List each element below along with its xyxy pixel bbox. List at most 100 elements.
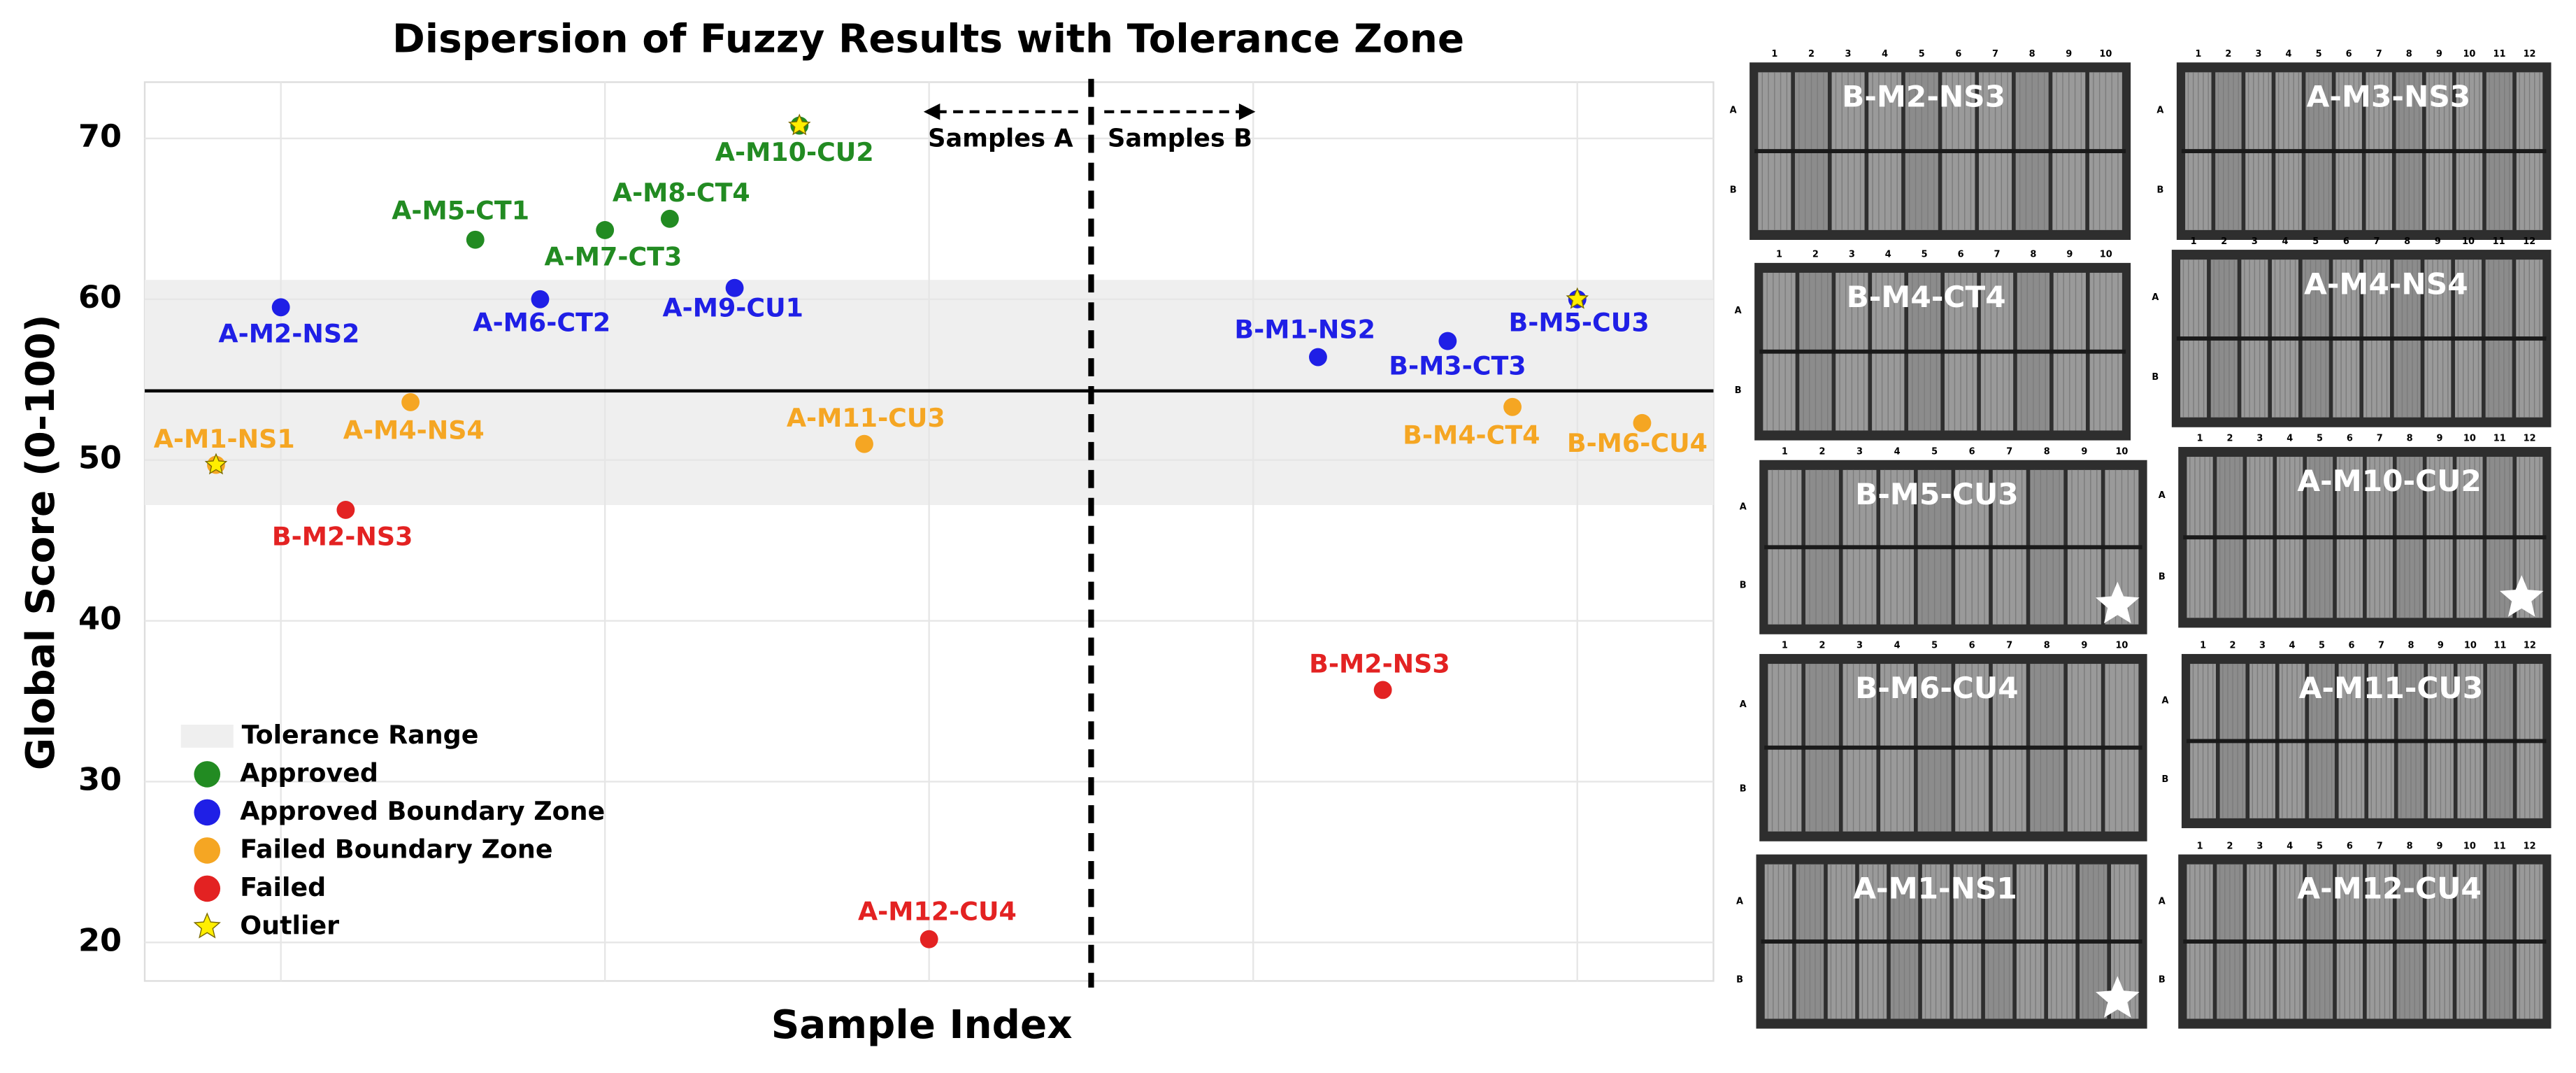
outlier-marker [788, 113, 811, 136]
column-label: 4 [2287, 841, 2293, 851]
panel-label: A-M4-NS4 [2304, 267, 2468, 301]
column-label: 8 [2029, 49, 2035, 59]
column-label: 8 [2044, 641, 2050, 651]
point-label: B-M6-CU4 [1567, 428, 1708, 458]
point-label: A-M7-CT3 [545, 241, 682, 271]
column-label: 3 [1856, 447, 1863, 457]
row-label: B [1736, 974, 1743, 985]
column-label: 1 [1782, 641, 1788, 651]
arrow-a-head [923, 103, 940, 120]
row-label: B [1740, 783, 1747, 794]
column-label: 12 [2524, 841, 2536, 851]
legend-swatch [193, 912, 221, 939]
column-label: 2 [2226, 434, 2233, 444]
column-label: 10 [2463, 434, 2476, 444]
point-label: A-M1-NS1 [154, 424, 295, 454]
data-point [660, 209, 679, 228]
panel-label: A-M3-NS3 [2307, 79, 2470, 113]
column-label: 9 [2066, 49, 2072, 59]
outlier-star [2096, 581, 2140, 624]
el-panel: 1 2 3 4 5 6 7 8 9 10 A B B-M6-CU4 [1740, 641, 2147, 841]
data-point [401, 392, 420, 411]
point-label: A-M11-CU3 [787, 403, 945, 433]
y-tick-label: 40 [78, 601, 122, 637]
point-label: A-M2-NS2 [218, 319, 359, 349]
column-label: 7 [2006, 447, 2012, 457]
point-label: A-M8-CT4 [613, 178, 750, 208]
column-label: 6 [2343, 236, 2349, 247]
column-label: 4 [2282, 236, 2289, 247]
legend-swatch [194, 761, 221, 788]
data-point [271, 298, 290, 317]
data-point [1309, 348, 1327, 367]
legend-label: Tolerance Range [242, 720, 479, 750]
column-label: 8 [2407, 434, 2413, 444]
column-label: 10 [2099, 49, 2112, 59]
legend-label: Failed Boundary Zone [240, 834, 552, 864]
column-label: 9 [2437, 841, 2443, 851]
row-label: A [1735, 306, 1742, 316]
point-label: A-M9-CU1 [662, 293, 803, 323]
column-label: 2 [1819, 641, 1825, 651]
panel-label: B-M4-CT4 [1847, 280, 2006, 314]
divider-label: Samples B [1108, 125, 1252, 153]
point-label: B-M1-NS2 [1234, 314, 1375, 344]
arrow-b-head [1238, 103, 1256, 120]
column-label: 1 [2191, 236, 2197, 247]
column-label: 8 [2030, 250, 2036, 260]
column-label: 3 [1849, 250, 1855, 260]
y-axis-label: Global Score (0-100) [18, 314, 64, 770]
column-label: 5 [2317, 434, 2323, 444]
column-label: 9 [2081, 447, 2087, 457]
column-label: 4 [1894, 447, 1901, 457]
column-label: 2 [2226, 841, 2233, 851]
column-label: 8 [2406, 49, 2412, 59]
panel-label: B-M5-CU3 [1855, 477, 2019, 511]
column-label: 9 [2081, 641, 2087, 651]
row-label: B [1730, 185, 1737, 195]
row-label: A [2152, 292, 2159, 303]
panel-label: B-M6-CU4 [1855, 671, 2019, 705]
column-label: 3 [1856, 641, 1863, 651]
row-label: B [2156, 185, 2163, 195]
outlier-marker [1566, 287, 1589, 309]
outlier-marker [204, 453, 228, 475]
column-label: 6 [2347, 841, 2353, 851]
panel-label: A-M11-CU3 [2299, 671, 2483, 705]
row-label: A [2159, 896, 2166, 907]
column-label: 2 [1819, 447, 1825, 457]
column-label: 9 [2436, 49, 2442, 59]
column-label: 1 [2195, 49, 2201, 59]
column-label: 1 [1782, 447, 1788, 457]
column-label: 2 [2221, 236, 2227, 247]
column-label: 4 [1894, 641, 1901, 651]
column-label: 5 [2317, 841, 2323, 851]
column-label: 4 [2287, 434, 2293, 444]
column-label: 6 [1955, 49, 1961, 59]
column-label: 11 [2493, 434, 2506, 444]
point-label: B-M2-NS3 [272, 521, 413, 551]
point-label: A-M12-CU4 [858, 897, 1017, 927]
row-label: B [2159, 572, 2166, 583]
y-tick-label: 20 [78, 922, 122, 958]
column-label: 3 [2252, 236, 2258, 247]
column-label: 6 [2346, 49, 2352, 59]
column-label: 3 [2256, 434, 2263, 444]
column-label: 1 [2197, 841, 2203, 851]
y-tick-label: 50 [78, 440, 122, 476]
column-label: 11 [2493, 236, 2505, 247]
column-label: 7 [2377, 841, 2383, 851]
column-label: 1 [2197, 434, 2203, 444]
column-label: 6 [1958, 250, 1964, 260]
column-label: 10 [2115, 447, 2128, 457]
column-label: 11 [2493, 641, 2506, 651]
row-label: B [1740, 581, 1747, 591]
row-label: A [1736, 896, 1743, 907]
row-label: A [2161, 696, 2168, 706]
data-point [531, 290, 550, 308]
column-label: 2 [2230, 641, 2236, 651]
el-panel: 1 2 3 4 5 6 7 8 9 10 A B B-M2-NS3 [1730, 49, 2131, 240]
